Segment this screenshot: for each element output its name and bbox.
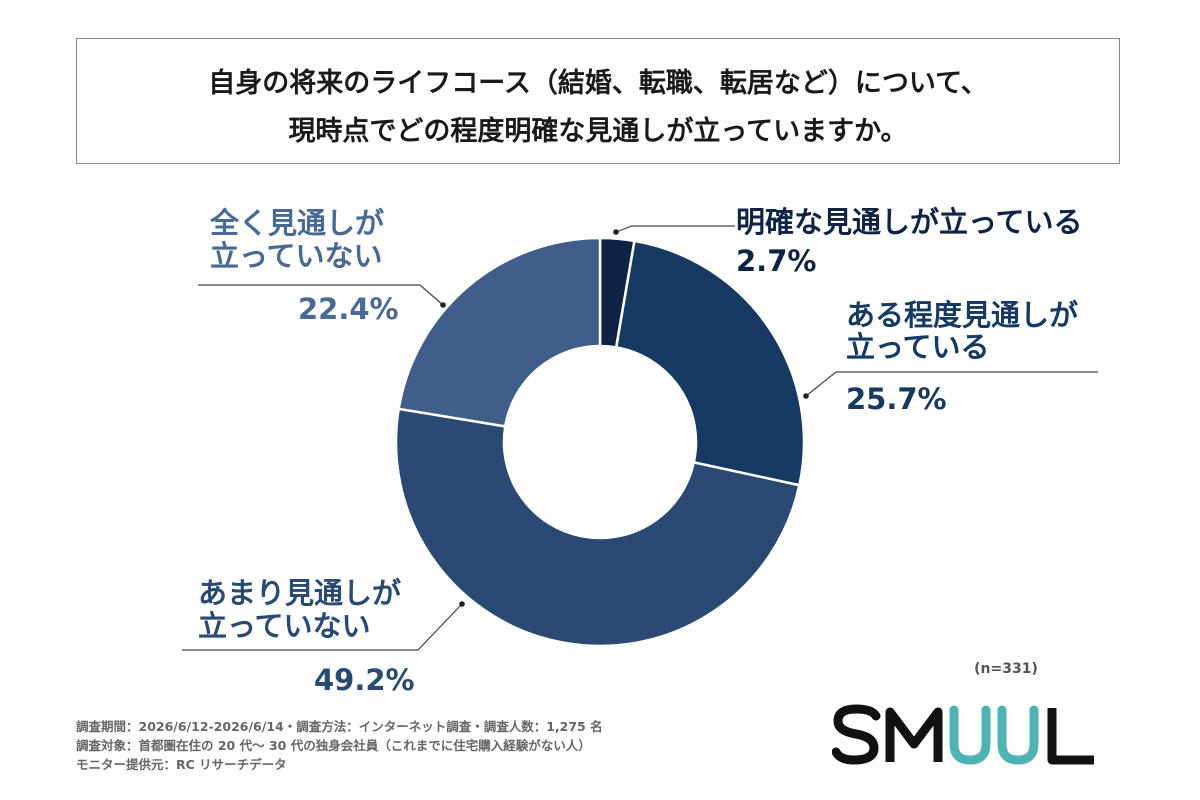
sample-size: (n=331): [974, 661, 1038, 677]
smuul-logo: [832, 704, 1094, 765]
category-label-somewhat: 立っている: [846, 330, 990, 364]
leader-line-not-at-all: [198, 284, 444, 306]
leader-line-clear: [615, 225, 735, 233]
leader-line-not-very: [182, 603, 463, 651]
footnote-target: 調査対象：首都圏在住の 20 代～ 30 代の独身会社員（これまでに住宅購入経験…: [76, 738, 591, 753]
leader-dot-clear: [613, 229, 619, 235]
chart-title-line-2: 現時点でどの程度明確な見通しが立っていますか。: [288, 116, 908, 147]
value-label-somewhat: 25.7%: [846, 382, 947, 416]
category-label-not-at-all: 立っていない: [210, 239, 383, 273]
leader-dot-somewhat: [803, 393, 809, 399]
leader-dot-not-at-all: [440, 302, 446, 308]
value-label-not-very: 49.2%: [314, 663, 415, 697]
footnote-period: 調査期間：2026/6/12-2026/6/14・調査方法：インターネット調査・…: [76, 719, 603, 734]
category-label-clear: 明確な見通しが立っている: [736, 205, 1083, 239]
category-label-somewhat: ある程度見通しが: [846, 298, 1078, 332]
value-label-clear: 2.7%: [736, 244, 816, 278]
slice-somewhat: [614, 239, 806, 487]
value-label-not-at-all: 22.4%: [298, 292, 399, 326]
slice-not-at-all: [397, 236, 602, 428]
title-box: 自身の将来のライフコース（結婚、転職、転居など）について、 現時点でどの程度明確…: [76, 38, 1120, 164]
chart-title-line-1: 自身の将来のライフコース（結婚、転職、転居など）について、: [208, 68, 988, 99]
leader-dot-not-very: [459, 601, 465, 607]
category-label-not-very: あまり見通しが: [198, 576, 401, 610]
slice-not-very: [394, 407, 801, 648]
category-label-not-at-all: 全く見通しが: [209, 206, 384, 240]
leader-line-somewhat: [805, 371, 1098, 397]
category-label-not-very: 立っていない: [198, 609, 371, 643]
footnote-provider: モニター提供元：RC リサーチデータ: [76, 757, 287, 772]
